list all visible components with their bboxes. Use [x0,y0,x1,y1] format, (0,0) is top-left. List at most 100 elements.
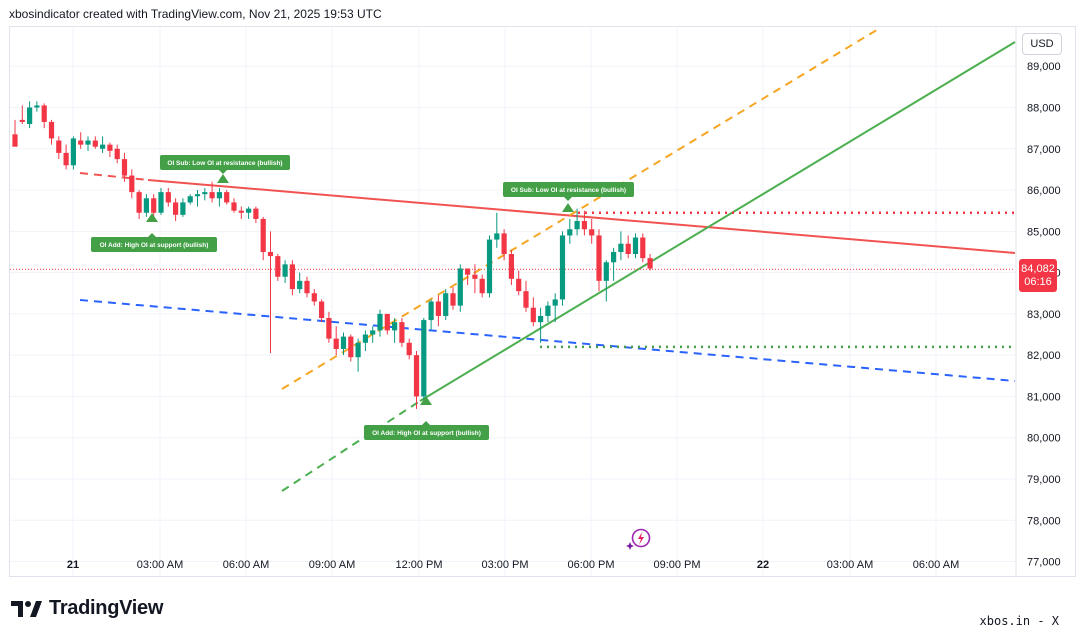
candle-body [406,342,412,356]
candle-body [114,148,120,160]
footer-credit: xbos.in - X [979,614,1059,628]
tradingview-brand[interactable]: TradingView [11,597,163,620]
candle-body [173,202,179,215]
price-tick-label: 89,000 [1027,61,1061,73]
candle-body [370,330,376,335]
time-tick-label: 09:00 AM [309,559,355,571]
candle-body [319,301,325,319]
price-tick-label: 87,000 [1027,144,1061,156]
candle-body [399,322,405,343]
candle-body [611,251,617,263]
candle-body [238,210,244,213]
candle-body [640,237,646,259]
candle-body [121,159,128,176]
candle-body [253,208,259,219]
candle-body [107,144,113,151]
candle-body [523,291,529,308]
chart-frame[interactable] [9,26,1076,577]
candle-body [567,229,573,236]
candle-body [647,258,653,269]
oi-annotation: OI Sub: Low OI at resistance (bullish) [503,182,634,212]
price-tick-label: 77,000 [1027,557,1061,569]
candle-body [340,336,347,349]
annotation-box [160,155,290,170]
candle-body [246,208,252,213]
candle-body [589,229,595,236]
candle-body [479,278,485,294]
annotations: OI Sub: Low OI at resistance (bullish) OI… [91,155,634,440]
candle-body [632,237,639,255]
up-arrow-icon [146,213,158,222]
candle-body [552,299,558,306]
current-price-value: 84,082 [1021,262,1055,275]
price-tick-label: 79,000 [1027,474,1061,486]
candle-body [450,293,456,306]
candle-body [48,121,55,139]
candle-body [231,202,237,211]
candle-body [443,293,449,316]
candle-body [516,278,522,292]
price-tick-label: 86,000 [1027,185,1061,197]
candle-body [472,274,478,279]
candle-body [41,105,47,122]
candle-body [224,192,230,203]
candle-body [194,194,201,197]
time-tick-label: 06:00 AM [223,559,269,571]
candle-body [56,140,62,153]
candle-body [625,243,631,255]
annotation-pointer [564,197,572,201]
candle-body [151,198,157,213]
candle-body [63,152,69,166]
candle-body [333,338,339,349]
candle-body [435,301,441,316]
candle-body [85,140,91,145]
candle-body [267,251,274,257]
blue-support-line [79,299,1016,382]
time-tick-label: 06:00 AM [913,559,959,571]
candle-body [581,221,587,230]
time-tick-label: 09:00 PM [653,559,700,571]
candle-body [129,175,135,193]
candle-body [596,235,602,281]
candle-body [165,192,171,203]
candle-body [574,221,580,230]
time-tick-label: 21 [67,559,79,571]
candle-body [421,320,427,397]
candle-body [92,140,98,147]
currency-button[interactable]: USD [1022,33,1062,55]
annotation-label: OI Sub: Low OI at resistance (bullish) [511,187,626,194]
up-arrow-icon [562,203,574,212]
time-tick-label: 03:00 AM [137,559,183,571]
annotation-pointer [148,233,156,237]
current-price-tag: 84,082 06:16 [1019,259,1057,292]
sparkle-assistant-icon[interactable] [626,527,652,551]
time-tick-label: 12:00 PM [395,559,442,571]
candle-body [545,305,551,316]
candle-body [282,264,288,277]
green-support-line [419,41,1016,402]
candle-body [304,280,310,294]
candle-body [362,334,368,343]
candle-body [530,307,536,323]
candle-body [289,264,295,290]
candle-body [78,140,84,145]
annotation-label: OI Add: High OI at support (bullish) [100,242,209,249]
candle-body [297,280,303,290]
price-tick-label: 81,000 [1027,391,1061,403]
candles [12,101,653,409]
candle-body [260,218,266,252]
time-tick-label: 03:00 PM [481,559,528,571]
candle-body [486,239,493,294]
candle-body [413,355,420,397]
candle-body [100,144,106,149]
candle-body [457,268,463,306]
candle-body [618,243,624,252]
candle-body [136,192,142,213]
price-tick-label: 80,000 [1027,433,1061,445]
candle-body [158,192,164,213]
price-tick-label: 85,000 [1027,226,1061,238]
price-tick-label: 78,000 [1027,515,1061,527]
resistance-line [147,179,1016,254]
time-tick-label: 06:00 PM [567,559,614,571]
